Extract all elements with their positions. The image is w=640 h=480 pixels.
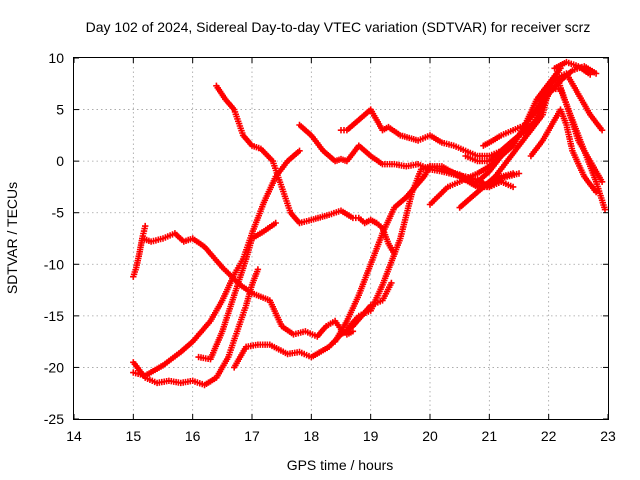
x-tick-label: 20	[422, 428, 438, 444]
x-tick-label: 21	[482, 428, 498, 444]
x-tick-label: 19	[363, 428, 379, 444]
axis-ticks	[73, 57, 609, 420]
x-tick-label: 16	[185, 428, 201, 444]
series-track-17	[527, 106, 600, 196]
series-points	[213, 82, 398, 258]
y-tick-label: 0	[56, 153, 64, 169]
y-tick-label: -5	[52, 205, 65, 221]
series-points	[139, 230, 357, 340]
series-track-14	[474, 75, 606, 185]
y-axis-label: SDTVAR / TECUs	[4, 182, 20, 294]
series-track-6	[213, 82, 398, 258]
series-points	[130, 266, 262, 389]
x-axis-label: GPS time / hours	[287, 457, 394, 473]
x-tick-labels: 14 15 16 17 18 19 20 21 22 23	[66, 428, 616, 444]
series-track-18	[551, 58, 594, 78]
series-points	[195, 219, 279, 363]
series-points	[527, 106, 600, 196]
x-tick-label: 14	[66, 428, 82, 444]
series-points	[551, 58, 594, 78]
y-tick-label: -20	[44, 359, 64, 375]
series-track-5	[195, 219, 279, 363]
x-tick-label: 22	[541, 428, 557, 444]
series-points	[480, 65, 564, 149]
y-tick-labels: 10 5 0 -5 -10 -15 -20 -25	[44, 50, 64, 427]
x-tick-label: 18	[304, 428, 320, 444]
x-tick-label: 15	[126, 428, 142, 444]
y-tick-label: -25	[44, 411, 64, 427]
series-track-4	[130, 266, 262, 389]
chart-title: Day 102 of 2024, Sidereal Day-to-day VTE…	[86, 19, 591, 35]
y-tick-label: -15	[44, 308, 64, 324]
y-tick-label: 5	[56, 102, 64, 118]
series-track-16	[480, 65, 564, 149]
y-tick-label: 10	[48, 50, 64, 66]
series-layer	[130, 58, 609, 389]
x-tick-label: 23	[600, 428, 616, 444]
series-points	[130, 222, 149, 280]
series-track-2	[139, 230, 357, 340]
series-track-1	[130, 222, 149, 280]
plot-frame	[73, 57, 609, 420]
y-tick-label: -10	[44, 256, 64, 272]
series-track-15	[462, 85, 609, 213]
series-line	[340, 108, 514, 157]
series-points	[474, 75, 606, 185]
x-tick-label: 17	[244, 428, 260, 444]
series-points	[462, 85, 609, 213]
